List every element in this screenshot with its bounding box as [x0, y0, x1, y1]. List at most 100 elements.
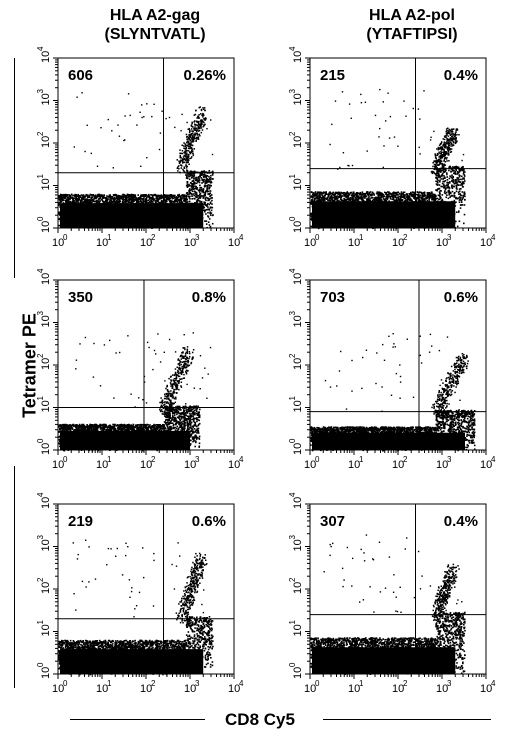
event-point [204, 123, 206, 126]
event-point [153, 193, 156, 196]
y-tick-exponent: 1 [36, 174, 45, 179]
event-point [196, 121, 198, 123]
y-label-rule-top [14, 58, 15, 278]
event-point [99, 195, 102, 198]
event-point [145, 201, 147, 204]
event-point [451, 187, 454, 189]
event-point [189, 130, 191, 132]
event-point [127, 201, 130, 203]
event-point [144, 200, 146, 203]
event-point [130, 194, 132, 197]
event-point [195, 187, 197, 190]
event-point [210, 180, 212, 183]
event-point [190, 124, 193, 126]
event-point [464, 180, 466, 182]
event-point [181, 113, 183, 116]
event-point [199, 200, 201, 202]
event-point [107, 201, 110, 204]
event-point [197, 126, 200, 129]
event-point [211, 199, 213, 202]
event-point [115, 200, 117, 203]
x-tick-label: 10 [96, 237, 108, 249]
event-point [143, 116, 145, 118]
event-point [77, 201, 80, 204]
event-point [141, 104, 143, 106]
event-point [197, 176, 200, 178]
event-point [200, 120, 203, 122]
event-point [167, 194, 170, 197]
event-point [134, 196, 136, 199]
event-point [386, 196, 389, 199]
event-point [195, 129, 197, 131]
event-point [188, 175, 191, 178]
event-point [192, 193, 195, 195]
event-point [196, 188, 198, 191]
event-point [187, 143, 190, 146]
event-point [190, 140, 192, 143]
event-point [446, 194, 448, 196]
event-point [83, 199, 86, 201]
event-point [115, 195, 118, 198]
event-point [190, 128, 193, 130]
event-point [179, 152, 181, 155]
event-point [190, 192, 193, 195]
event-point [204, 209, 207, 211]
event-point [435, 183, 438, 185]
event-point [186, 182, 189, 184]
event-point [114, 198, 116, 200]
event-point [128, 195, 131, 198]
event-point [190, 186, 193, 188]
y-tick-exponent: 4 [36, 46, 45, 51]
event-point [195, 192, 198, 194]
event-point [209, 225, 212, 228]
event-point [135, 198, 138, 201]
event-point [439, 193, 441, 195]
event-point [106, 195, 108, 197]
event-point [201, 190, 203, 193]
event-point [173, 195, 176, 198]
event-point [69, 202, 72, 204]
event-point [120, 196, 122, 198]
event-point [68, 195, 71, 198]
event-point [99, 197, 102, 200]
event-point [204, 119, 206, 121]
event-point [93, 200, 96, 203]
event-point [154, 194, 157, 197]
event-point [332, 191, 335, 194]
event-point [195, 196, 197, 198]
event-point [204, 210, 206, 213]
event-point [102, 200, 104, 202]
event-point [197, 130, 200, 132]
event-point [207, 181, 209, 183]
event-point [186, 169, 188, 171]
event-point [189, 157, 191, 160]
event-point [69, 198, 71, 201]
event-point [71, 200, 74, 202]
event-point [71, 201, 73, 204]
event-point [158, 196, 161, 199]
event-point [202, 206, 205, 208]
event-point [58, 213, 60, 215]
event-point [191, 144, 193, 146]
event-point [463, 222, 465, 225]
event-point [187, 159, 189, 162]
event-point [188, 185, 190, 187]
event-point [190, 157, 192, 159]
event-point [438, 184, 441, 186]
event-point [121, 195, 124, 198]
event-point [75, 200, 78, 202]
event-point [200, 201, 203, 204]
event-point [155, 195, 158, 197]
event-point [447, 197, 450, 200]
event-point [185, 167, 188, 169]
event-point [82, 195, 84, 198]
event-point [405, 199, 407, 201]
event-point [97, 202, 99, 204]
event-point [190, 146, 193, 149]
event-point [197, 115, 199, 117]
event-point [445, 196, 447, 199]
event-point [187, 145, 189, 147]
event-point [310, 225, 313, 228]
event-point [445, 191, 448, 194]
event-point [210, 212, 213, 214]
